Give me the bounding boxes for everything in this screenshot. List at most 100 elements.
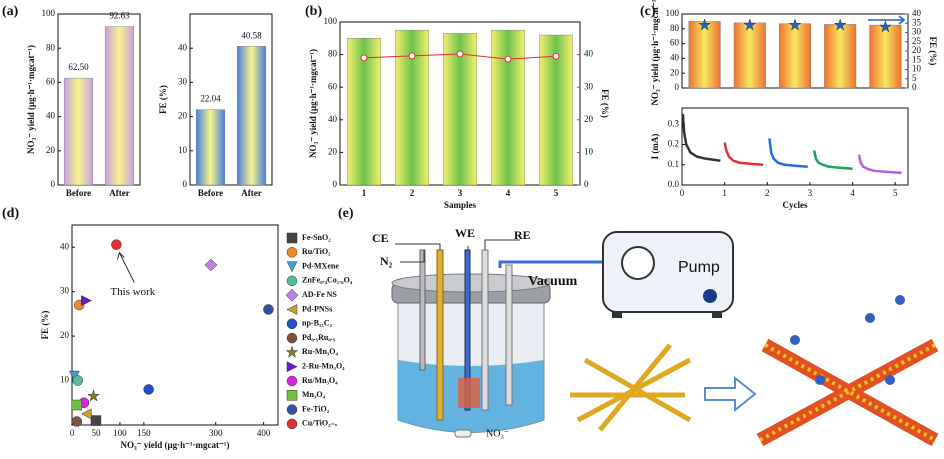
re-electrode	[481, 249, 489, 411]
marker	[285, 288, 299, 302]
x-tick-label: 1	[722, 188, 727, 198]
legend-entry: AD-Fe NS	[302, 290, 337, 299]
marker	[286, 232, 298, 244]
process-arrow	[704, 375, 757, 413]
x-tick-label: 100	[113, 428, 127, 438]
bar	[491, 29, 526, 186]
marker	[698, 18, 712, 31]
stirrer	[454, 429, 472, 438]
lid-top	[391, 273, 551, 293]
marker	[111, 239, 122, 250]
bar	[195, 109, 226, 186]
plot-frame	[189, 13, 273, 186]
marker	[878, 20, 892, 33]
y2-tick-label: 40	[912, 8, 922, 18]
n2-label: N₂	[380, 254, 393, 268]
legend-entry: Ru/TiO₂	[302, 247, 331, 256]
y-axis-label: NO₃⁻ yield (μg·h⁻¹·mgcat⁻¹)	[650, 0, 660, 105]
y-tick-label: 40	[46, 111, 56, 121]
bar	[688, 21, 721, 89]
plot-frame	[57, 13, 141, 186]
panel-label: (a)	[2, 4, 19, 19]
x-tick-label: 400	[257, 428, 271, 438]
fe-point	[504, 55, 512, 63]
y-tick-label: 40	[60, 241, 70, 251]
x-tick-label: 2	[410, 188, 415, 198]
current-curve	[812, 150, 853, 171]
we-label: WE	[455, 226, 475, 240]
marker	[286, 375, 298, 387]
legend-entry: Mn₃O₄	[302, 390, 326, 399]
marker	[286, 332, 298, 344]
y-tick-label: 0.2	[668, 139, 679, 149]
pump-foot	[712, 312, 722, 318]
n2-tube	[419, 249, 426, 371]
y-tick-label: 0.1	[668, 159, 679, 169]
vacuum-label: Vacuum	[528, 274, 578, 289]
y2-tick-label: 15	[912, 54, 922, 64]
plot-frame	[71, 224, 279, 426]
gauge	[621, 246, 655, 280]
y2-tick-label: 0	[912, 82, 917, 92]
x-tick-label: 2	[765, 188, 770, 198]
x-tick-label: 4	[506, 188, 511, 198]
y2-tick-label: 35	[912, 17, 922, 27]
y-tick-label: 20	[178, 111, 188, 121]
electrolysis-diagram: (e) CE WE RE N₂ Vacuum NO₃⁻ Pump	[338, 206, 939, 447]
x-axis-label: Samples	[444, 200, 477, 210]
y-tick-label: 100	[42, 8, 56, 18]
y-tick-label: 80	[670, 23, 680, 33]
y-tick-label: 0.3	[668, 118, 680, 128]
marker	[286, 418, 298, 430]
y-axis-label: I (mA)	[650, 134, 660, 160]
marker	[263, 304, 274, 315]
y2-axis-label: FE (%)	[600, 89, 610, 118]
bar	[236, 46, 267, 186]
bar	[347, 38, 382, 186]
y2-tick-label: 20	[912, 45, 922, 55]
y-tick-label: 0	[51, 179, 56, 189]
y2-tick-label: 25	[912, 36, 922, 46]
y-tick-label: 100	[324, 16, 338, 26]
x-tick-label: After	[109, 188, 129, 198]
current-curve	[768, 138, 808, 169]
y-tick-label: 60	[328, 81, 338, 91]
bar	[869, 24, 902, 89]
y-tick-label: 60	[670, 38, 680, 48]
marker	[286, 304, 298, 315]
legend-entry: np-B₁₃C₂	[302, 319, 332, 328]
y-axis-label: FE (%)	[40, 311, 50, 340]
pump-knob	[703, 289, 717, 303]
marker	[87, 389, 101, 402]
x-tick-label: Before	[66, 188, 91, 198]
marker	[286, 275, 298, 287]
y2-tick-label: 5	[912, 73, 917, 83]
y-tick-label: 20	[60, 330, 70, 340]
plot-frame	[681, 107, 909, 186]
y-tick-label: 40	[328, 114, 338, 124]
y-tick-label: 10	[178, 145, 188, 155]
legend-entry: Cu/TiO₂₋ₓ	[302, 419, 338, 428]
y2-tick-label: 20	[584, 114, 594, 124]
ce-label: CE	[372, 231, 389, 245]
y-axis-label: NO₃⁻ yield (μg·h⁻¹·mgcat⁻¹)	[26, 45, 36, 154]
y-tick-label: 100	[666, 8, 680, 18]
x-tick-label: 4	[850, 188, 855, 198]
ce-electrode	[436, 249, 444, 421]
y2-tick-label: 10	[912, 64, 922, 74]
y-tick-label: 60	[46, 76, 56, 86]
pump-foot	[612, 312, 622, 318]
catalyst	[458, 378, 480, 408]
legend-entry: ZnFe₀.₄Co₁.₆O₄	[302, 276, 353, 285]
bar	[539, 34, 574, 186]
tube	[505, 264, 513, 406]
y-tick-label: 40	[670, 52, 680, 62]
legend-entry: Pd-MXene	[302, 261, 339, 270]
y-axis-label: FE (%)	[158, 85, 168, 114]
value-label: 92.63	[109, 11, 130, 21]
marker	[286, 261, 298, 273]
annotation-arrow	[116, 251, 135, 283]
x-tick-label: 0	[680, 188, 685, 198]
marker	[80, 408, 92, 420]
